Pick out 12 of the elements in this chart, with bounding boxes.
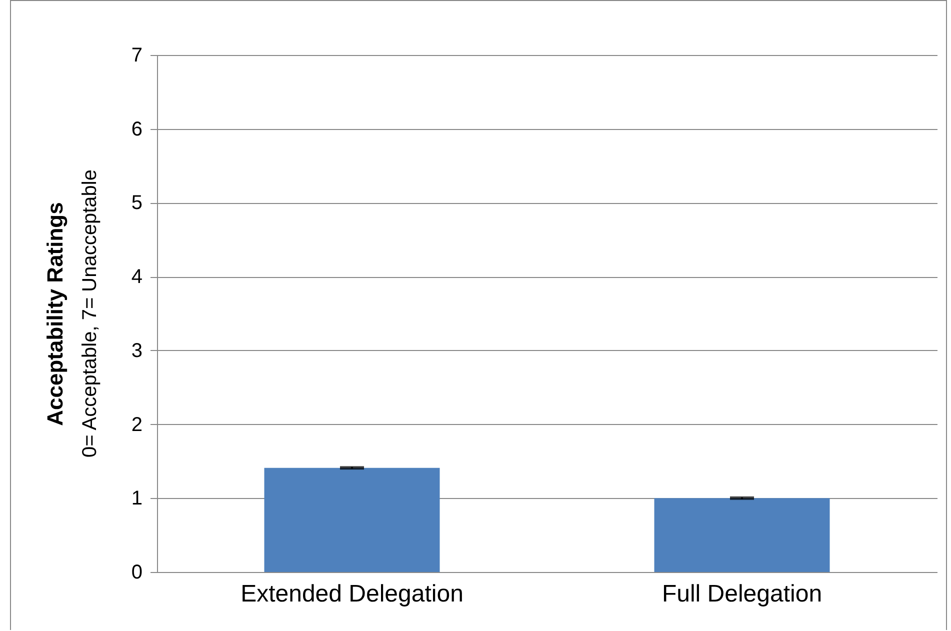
y-tick-label: 6 bbox=[131, 118, 142, 140]
text: 0= Acceptable, 7= Unacceptable bbox=[79, 170, 101, 458]
x-tick-label: Extended Delegation bbox=[240, 580, 464, 608]
y-tick-label: 1 bbox=[131, 488, 142, 510]
y-tick-label: 0 bbox=[131, 562, 142, 584]
y-tick-label: 5 bbox=[131, 192, 142, 214]
y-tick-label: 7 bbox=[131, 44, 142, 66]
y-tick-label: 3 bbox=[131, 340, 142, 362]
y-tick-label: 2 bbox=[131, 414, 142, 436]
y-axis-title: Acceptability Ratings bbox=[42, 202, 68, 426]
x-tick-label: Full Delegation bbox=[662, 580, 822, 608]
y-tick-label: 4 bbox=[131, 266, 142, 288]
